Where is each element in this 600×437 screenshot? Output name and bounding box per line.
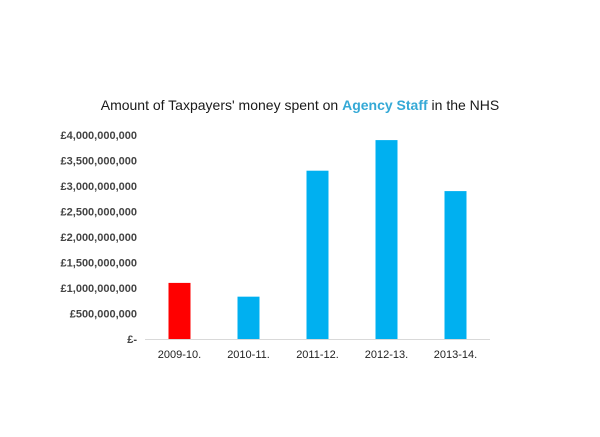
chart-title: Amount of Taxpayers' money spent on Agen… <box>0 97 600 113</box>
bar <box>375 140 398 339</box>
chart-title-highlight: Agency Staff <box>342 97 428 113</box>
x-tick-label: 2013-14. <box>434 349 477 361</box>
chart-title-prefix: Amount of Taxpayers' money spent on <box>100 97 343 113</box>
x-axis-ticks: 2009-10. 2010-11. 2011-12. 2012-13. 2013-14. <box>158 349 477 361</box>
y-axis-ticks: £- £500,000,000 £1,000,000,000 £1,500,000,0… <box>61 130 138 346</box>
y-tick-label: £4,000,000,000 <box>61 130 137 142</box>
bars <box>168 140 467 339</box>
x-tick-label: 2011-12. <box>296 349 339 361</box>
y-tick-label: £3,000,000,000 <box>61 181 137 193</box>
x-tick-label: 2010-11. <box>227 349 270 361</box>
y-tick-label: £1,000,000,000 <box>61 283 137 295</box>
y-tick-label: £1,500,000,000 <box>61 258 137 270</box>
bar <box>306 170 329 339</box>
y-tick-label: £3,500,000,000 <box>61 156 137 168</box>
y-tick-label: £- <box>127 334 137 346</box>
bar <box>237 296 260 339</box>
bar <box>444 191 467 339</box>
chart-title-suffix: in the NHS <box>427 97 500 113</box>
y-tick-label: £500,000,000 <box>70 309 137 321</box>
y-tick-label: £2,500,000,000 <box>61 207 137 219</box>
bar <box>168 282 191 339</box>
y-tick-label: £2,000,000,000 <box>61 232 137 244</box>
x-tick-label: 2012-13. <box>365 349 408 361</box>
x-tick-label: 2009-10. <box>158 349 201 361</box>
